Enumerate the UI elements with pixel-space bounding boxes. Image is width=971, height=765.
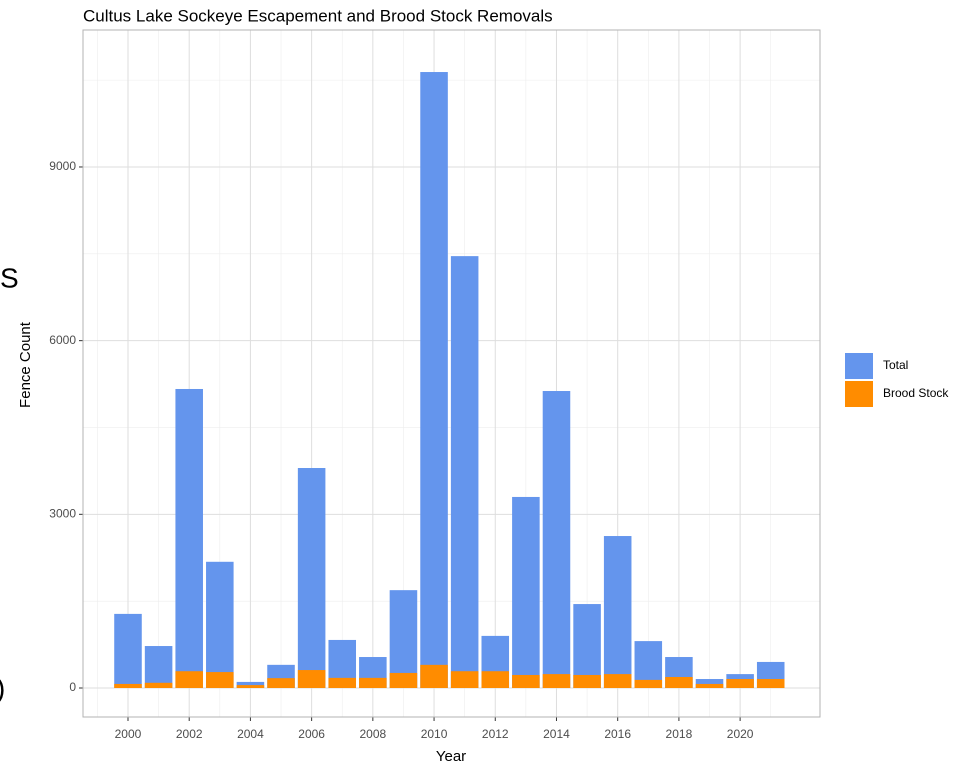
bar <box>267 678 295 688</box>
bar <box>236 685 265 688</box>
bar <box>756 679 785 688</box>
bar <box>359 677 387 688</box>
legend-swatch <box>845 353 873 379</box>
bar <box>603 536 632 688</box>
x-tick-label: 2016 <box>604 727 631 741</box>
clipped-text: ) <box>0 672 5 703</box>
bar <box>114 683 142 688</box>
bar <box>726 679 754 688</box>
bar <box>512 496 540 688</box>
panel-border <box>82 29 821 718</box>
y-tick-label: 3000 <box>49 506 76 520</box>
legend-swatch <box>845 381 873 407</box>
bar <box>175 388 203 688</box>
bar <box>634 679 663 688</box>
bar <box>695 683 724 688</box>
y-axis-label: Fence Count <box>17 321 34 408</box>
bar <box>175 671 203 688</box>
bar <box>206 561 234 688</box>
bar <box>450 671 479 688</box>
x-axis-label: Year <box>436 748 466 765</box>
legend-label: Total <box>883 358 908 372</box>
bar <box>481 671 510 688</box>
bar <box>512 674 540 688</box>
bar <box>328 677 357 688</box>
bar <box>297 670 326 688</box>
y-tick-label: 9000 <box>49 159 76 173</box>
bar <box>297 468 326 688</box>
bar <box>695 679 724 688</box>
y-tick-label: 0 <box>69 680 76 694</box>
x-tick-label: 2008 <box>359 727 386 741</box>
bar <box>206 672 234 688</box>
x-tick-label: 2012 <box>482 727 509 741</box>
bar <box>603 674 632 688</box>
x-tick-label: 2006 <box>298 727 325 741</box>
chart-title: Cultus Lake Sockeye Escapement and Brood… <box>83 6 553 25</box>
bar <box>542 391 571 688</box>
bar <box>573 604 601 688</box>
bar <box>114 613 142 688</box>
x-tick-label: 2000 <box>115 727 142 741</box>
bar <box>450 256 479 688</box>
y-tick-label: 6000 <box>49 333 76 347</box>
bar <box>542 674 571 688</box>
x-tick-label: 2020 <box>727 727 754 741</box>
bar <box>144 682 173 688</box>
bar <box>420 72 448 688</box>
legend-label: Brood Stock <box>883 386 949 400</box>
clipped-text: S <box>0 262 19 293</box>
x-tick-label: 2004 <box>237 727 264 741</box>
bar <box>389 590 418 688</box>
bar <box>420 664 448 688</box>
bar <box>144 646 173 688</box>
x-tick-label: 2014 <box>543 727 570 741</box>
x-tick-label: 2018 <box>666 727 693 741</box>
x-tick-label: 2010 <box>421 727 448 741</box>
bar <box>389 672 418 688</box>
x-tick-label: 2002 <box>176 727 203 741</box>
bar <box>665 676 693 688</box>
bar <box>573 674 601 688</box>
bar <box>236 681 265 688</box>
